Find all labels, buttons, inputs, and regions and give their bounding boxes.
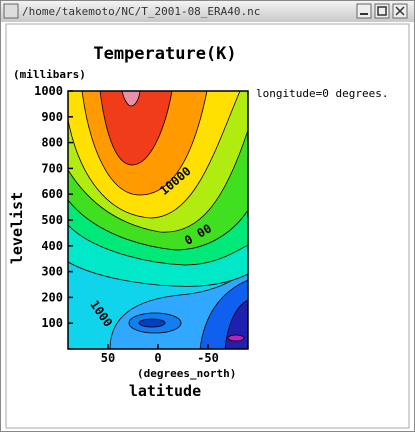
y-tick-label: 400	[41, 239, 63, 253]
y-tick-label: 600	[41, 187, 63, 201]
title-bar	[1, 1, 414, 22]
x-tick-label: -50	[197, 351, 219, 365]
y-label: levelist	[8, 192, 26, 264]
band	[121, 91, 141, 107]
y-tick-label: 500	[41, 213, 63, 227]
contour-field	[68, 91, 248, 349]
band	[227, 334, 245, 342]
annotation: longitude=0 degrees.	[256, 87, 388, 100]
band	[99, 91, 173, 166]
window-icon[interactable]	[3, 3, 19, 19]
window-title: /home/takemoto/NC/T_2001-08_ERA40.nc	[22, 5, 260, 18]
y-tick-label: 100	[41, 316, 63, 330]
y-tick-label: 900	[41, 110, 63, 124]
x-tick-label: 50	[101, 351, 115, 365]
window-buttons	[356, 3, 408, 19]
maximize-button[interactable]	[374, 3, 390, 19]
y-tick-label: 200	[41, 290, 63, 304]
minimize-button[interactable]	[356, 3, 372, 19]
x-tick-label: 0	[154, 351, 161, 365]
y-tick-label: 300	[41, 265, 63, 279]
y-tick-label: 800	[41, 136, 63, 150]
x-label: latitude	[129, 382, 201, 400]
chart-title: Temperature(K)	[93, 44, 236, 64]
y-units: (millibars)	[13, 68, 86, 81]
y-tick-label: 1000	[34, 84, 63, 98]
x-units: (degrees_north)	[137, 367, 236, 380]
band	[138, 318, 166, 328]
y-tick-label: 700	[41, 161, 63, 175]
